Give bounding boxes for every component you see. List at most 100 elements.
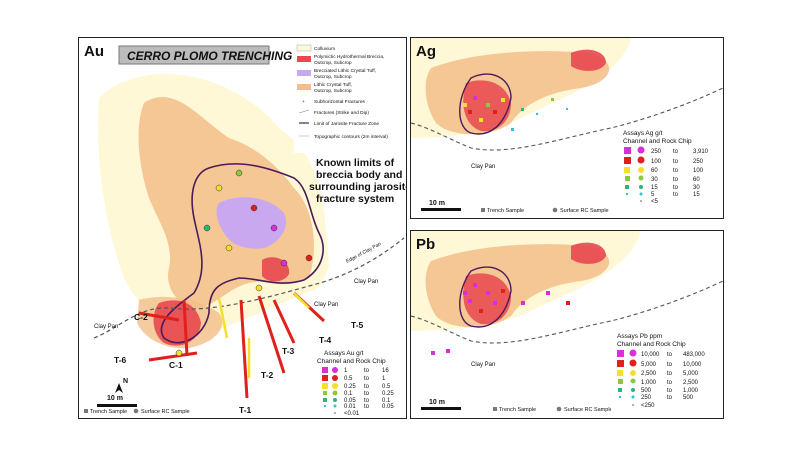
pb-assay-legend: Assays Pb ppm Channel and Rock Chip 10,0…	[611, 329, 723, 418]
clay-pan-label: Clay Pan	[471, 164, 495, 170]
svg-text:500: 500	[641, 388, 652, 394]
svg-text:Surface RC Sample: Surface RC Sample	[141, 409, 190, 415]
svg-text:to: to	[667, 362, 673, 368]
pb-map-panel: Pb Clay Pan 10 m Trench Sample Surface R…	[410, 230, 724, 419]
svg-text:10,000: 10,000	[683, 362, 702, 368]
trench-samples	[463, 96, 568, 131]
scale-bar: 10 m	[421, 399, 461, 410]
svg-text:15: 15	[651, 185, 658, 191]
svg-text:Trench Sample: Trench Sample	[499, 407, 536, 413]
svg-text:Channel and Rock Chip: Channel and Rock Chip	[317, 358, 386, 365]
svg-text:T-2: T-2	[261, 370, 274, 380]
svg-text:to: to	[364, 398, 370, 404]
svg-text:to: to	[667, 380, 673, 386]
svg-text:to: to	[673, 185, 679, 191]
svg-text:Limit of Jarosite Fracture Zon: Limit of Jarosite Fracture Zone	[314, 121, 379, 127]
svg-text:0.5: 0.5	[382, 384, 391, 390]
svg-text:to: to	[364, 376, 370, 382]
clay-pan-label: Clay Pan	[314, 302, 338, 308]
svg-text:Outcrop, Subcrop: Outcrop, Subcrop	[314, 88, 352, 94]
svg-text:to: to	[667, 352, 673, 358]
svg-text:to: to	[673, 177, 679, 183]
svg-text:N: N	[123, 378, 128, 385]
svg-text:Topographic contours (2m inter: Topographic contours (2m interval)	[314, 134, 388, 140]
svg-text:5,000: 5,000	[641, 362, 657, 368]
svg-text:to: to	[667, 371, 673, 377]
svg-text:5: 5	[651, 192, 655, 198]
svg-text:<250: <250	[641, 403, 655, 409]
svg-text:Lithic Crystal Tuff,: Lithic Crystal Tuff,	[314, 82, 352, 88]
element-tag: Pb	[416, 236, 435, 253]
pb-map: Pb Clay Pan 10 m Trench Sample Surface R…	[411, 231, 723, 418]
svg-text:Subhorizontal Fractures: Subhorizontal Fractures	[314, 99, 366, 105]
svg-text:3,910: 3,910	[693, 149, 709, 155]
svg-text:1,000: 1,000	[641, 380, 657, 386]
jarosite-limit-line	[160, 163, 324, 344]
svg-text:500: 500	[683, 395, 694, 401]
au-assay-legend: Assays Au g/t Channel and Rock Chip 1 to 1…	[317, 348, 405, 417]
surface-samples	[175, 169, 313, 357]
svg-text:100: 100	[693, 168, 704, 174]
svg-text:250: 250	[693, 159, 704, 165]
svg-text:Channel and Rock Chip: Channel and Rock Chip	[617, 341, 686, 348]
trench-labels: C-2 C-1 T-6 T-1 T-2 T-3 T-4 T-5	[114, 312, 364, 415]
svg-text:Surface RC Sample: Surface RC Sample	[564, 407, 613, 413]
svg-text:250: 250	[641, 395, 652, 401]
svg-text:250: 250	[651, 149, 662, 155]
svg-text:+: +	[302, 100, 305, 105]
svg-text:T-5: T-5	[351, 320, 364, 330]
jarosite-limit-line	[459, 266, 512, 328]
north-arrow: N	[115, 378, 128, 393]
breccia-body-north	[571, 242, 606, 264]
svg-text:to: to	[364, 391, 370, 397]
svg-text:to: to	[364, 384, 370, 390]
svg-text:Trench Sample: Trench Sample	[90, 409, 127, 415]
svg-text:Surface RC Sample: Surface RC Sample	[560, 208, 609, 214]
svg-text:Outcrop, Subcrop: Outcrop, Subcrop	[314, 60, 352, 66]
ag-assay-legend: Assays Ag g/t Channel and Rock Chip 250 t…	[619, 126, 723, 214]
svg-text:2,500: 2,500	[641, 371, 657, 377]
svg-text:to: to	[673, 149, 679, 155]
title-box	[118, 45, 270, 65]
map-title: CERRO PLOMO TRENCHING	[127, 49, 292, 63]
svg-text:0.1: 0.1	[382, 398, 391, 404]
svg-text:1,000: 1,000	[683, 388, 699, 394]
svg-text:C-2: C-2	[134, 312, 148, 322]
svg-text:T-1: T-1	[239, 405, 252, 415]
trench-samples	[431, 283, 570, 355]
svg-text:T-3: T-3	[282, 346, 295, 356]
svg-text:0.1: 0.1	[344, 391, 353, 397]
svg-text:<5: <5	[651, 199, 659, 205]
svg-text:Trench Sample: Trench Sample	[487, 208, 524, 214]
breccia-body-north	[571, 49, 606, 71]
clay-pan-edge-label: Edge of Clay Pan	[345, 241, 382, 265]
ag-map-panel: Ag Clay Pan 10 m Trench Sample Surface R…	[410, 37, 724, 219]
svg-text:C-1: C-1	[169, 360, 183, 370]
svg-text:to: to	[673, 168, 679, 174]
svg-text:0.05: 0.05	[382, 404, 394, 410]
au-map: Au CERRO PLOMO TRENCHING Colluvium Polym…	[84, 43, 406, 417]
svg-text:surrounding jarosite: surrounding jarosite	[309, 181, 406, 193]
jarosite-limit-line	[459, 73, 512, 135]
svg-text:30: 30	[651, 177, 658, 183]
svg-text:to: to	[667, 395, 673, 401]
trench-lines-low	[217, 292, 310, 378]
svg-text:2,500: 2,500	[683, 380, 699, 386]
svg-text:5,000: 5,000	[683, 371, 699, 377]
svg-text:100: 100	[651, 159, 662, 165]
svg-text:fracture system: fracture system	[316, 193, 394, 205]
svg-text:Outcrop, Subcrop: Outcrop, Subcrop	[314, 74, 352, 80]
au-map-panel: Au CERRO PLOMO TRENCHING Colluvium Polym…	[78, 37, 407, 419]
svg-text:Assays Pb ppm: Assays Pb ppm	[617, 333, 662, 340]
svg-text:<0.01: <0.01	[344, 411, 360, 417]
sample-type-footer: Trench Sample Surface RC Sample	[481, 207, 609, 214]
svg-text:breccia body and: breccia body and	[316, 169, 402, 181]
svg-text:Fractures (Strike and Dip): Fractures (Strike and Dip)	[314, 110, 369, 116]
svg-text:10 m: 10 m	[107, 395, 123, 402]
svg-text:T-6: T-6	[114, 355, 127, 365]
svg-text:10,000: 10,000	[641, 352, 660, 358]
breccia-annotation: Known limits of breccia body and surroun…	[309, 157, 406, 205]
svg-text:0.5: 0.5	[344, 376, 353, 382]
element-tag: Ag	[416, 43, 436, 60]
svg-text:to: to	[667, 388, 673, 394]
